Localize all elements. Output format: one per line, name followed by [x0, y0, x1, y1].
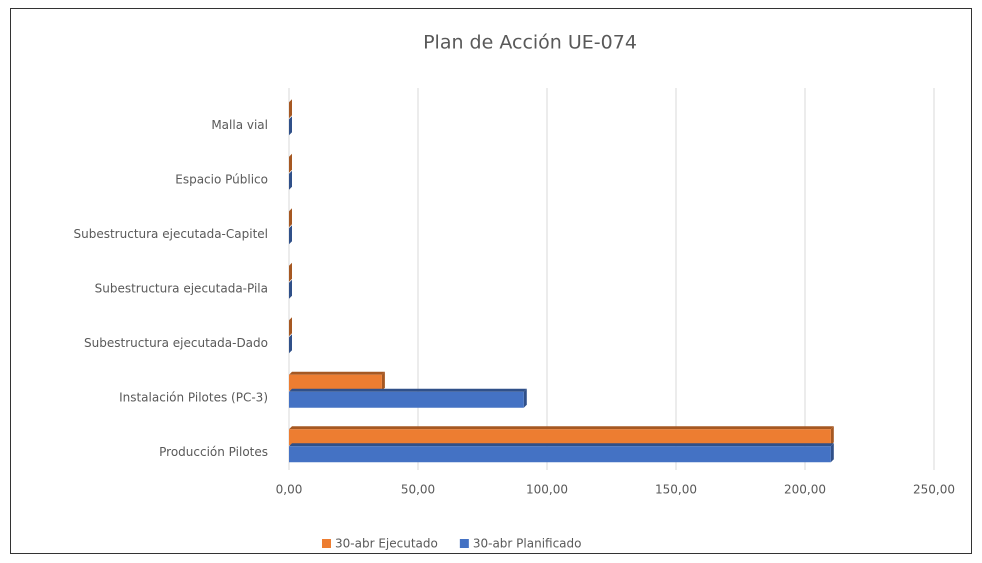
x-tick-label: 250,00	[913, 483, 955, 497]
bar-side	[830, 426, 834, 446]
bar	[289, 391, 524, 408]
y-tick-label: Malla vial	[211, 118, 268, 132]
bar	[289, 429, 831, 446]
x-tick-label: 150,00	[655, 483, 697, 497]
y-tick-label: Espacio Público	[175, 172, 268, 186]
bar-side	[289, 208, 292, 228]
bar-side	[523, 388, 527, 408]
bar-side	[381, 371, 385, 391]
bar-side	[289, 116, 292, 136]
bar-side	[289, 225, 292, 245]
legend-label: 30-abr Planificado	[473, 537, 582, 551]
x-tick-label: 0,00	[276, 483, 303, 497]
legend-swatch	[459, 539, 469, 548]
bar-side	[289, 262, 292, 282]
bar-side	[289, 99, 292, 119]
bar	[289, 374, 382, 391]
y-tick-label: Subestructura ejecutada-Capitel	[74, 227, 269, 241]
bar-side	[289, 170, 292, 190]
chart-title: Plan de Acción UE-074	[423, 32, 637, 54]
bar-side	[289, 279, 292, 299]
legend-swatch	[322, 539, 331, 548]
legend-label: 30-abr Ejecutado	[335, 537, 438, 551]
bar-top	[289, 426, 834, 430]
chart-frame	[10, 8, 972, 554]
y-tick-label: Producción Pilotes	[159, 445, 268, 459]
y-tick-label: Subestructura ejecutada-Pila	[95, 281, 268, 295]
bar-side	[289, 334, 292, 354]
bar-top	[289, 388, 527, 392]
bar-side	[289, 317, 292, 337]
bar-side	[289, 153, 292, 173]
y-tick-label: Instalación Pilotes (PC-3)	[119, 390, 268, 404]
bar-side	[830, 443, 834, 463]
bar-top	[289, 371, 385, 375]
y-tick-label: Subestructura ejecutada-Dado	[84, 336, 268, 350]
x-tick-label: 200,00	[784, 483, 826, 497]
bar-top	[289, 443, 834, 447]
x-tick-label: 100,00	[526, 483, 568, 497]
x-tick-label: 50,00	[401, 483, 435, 497]
bar	[289, 446, 831, 463]
